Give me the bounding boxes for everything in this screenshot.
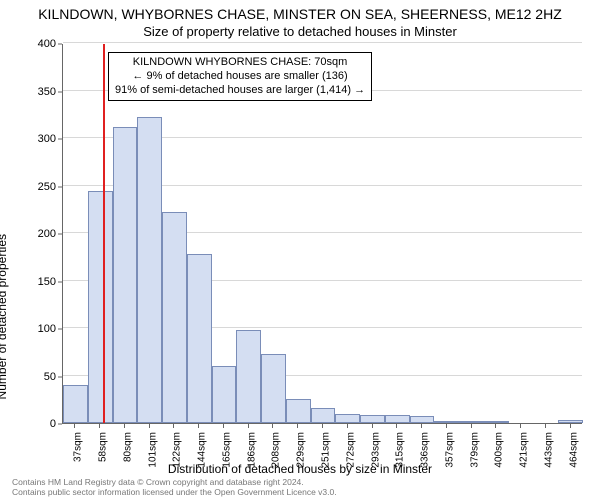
annotation-line1: KILNDOWN WHYBORNES CHASE: 70sqm — [115, 56, 365, 70]
annotation-line2: ← 9% of detached houses are smaller (136… — [115, 70, 365, 84]
x-tick-label: 37sqm — [73, 432, 84, 462]
x-axis-label: Distribution of detached houses by size … — [0, 462, 600, 476]
histogram-bar — [335, 414, 360, 424]
y-tick-label: 0 — [18, 418, 56, 430]
marker-line — [103, 44, 105, 423]
histogram-bar — [311, 408, 336, 423]
y-tick-label: 400 — [18, 38, 56, 50]
histogram-bar — [113, 127, 138, 423]
footer-line2: Contains public sector information licen… — [12, 488, 337, 498]
y-tick-label: 100 — [18, 323, 56, 335]
y-tick-label: 350 — [18, 86, 56, 98]
y-tick-label: 50 — [18, 371, 56, 383]
histogram-bar — [187, 254, 212, 423]
histogram-bar — [434, 421, 459, 423]
histogram-bar — [459, 421, 484, 423]
y-tick-label: 150 — [18, 276, 56, 288]
histogram-bar — [261, 354, 286, 423]
histogram-bar — [558, 420, 583, 423]
y-axis-label: Number of detached properties — [0, 151, 9, 316]
histogram-bar — [137, 117, 162, 423]
histogram-bar — [385, 415, 410, 423]
histogram-bar — [63, 385, 88, 423]
histogram-bar — [286, 399, 311, 423]
histogram-bar — [236, 330, 261, 423]
y-tick-label: 250 — [18, 181, 56, 193]
histogram-bar — [212, 366, 237, 423]
histogram-bar — [360, 415, 385, 423]
histogram-bar — [410, 416, 435, 423]
chart-container: KILNDOWN, WHYBORNES CHASE, MINSTER ON SE… — [0, 0, 600, 500]
footer-attribution: Contains HM Land Registry data © Crown c… — [12, 478, 337, 498]
x-tick-label: 58sqm — [98, 432, 109, 462]
annotation-line3: 91% of semi-detached houses are larger (… — [115, 84, 365, 98]
histogram-bar — [484, 421, 509, 423]
x-tick-label: 80sqm — [122, 432, 133, 462]
chart-title-address: KILNDOWN, WHYBORNES CHASE, MINSTER ON SE… — [0, 6, 600, 22]
annotation-box: KILNDOWN WHYBORNES CHASE: 70sqm ← 9% of … — [108, 52, 372, 101]
histogram-bar — [88, 191, 113, 423]
y-tick-label: 200 — [18, 228, 56, 240]
histogram-bar — [162, 212, 187, 423]
y-tick-label: 300 — [18, 133, 56, 145]
chart-title-subtitle: Size of property relative to detached ho… — [0, 24, 600, 39]
